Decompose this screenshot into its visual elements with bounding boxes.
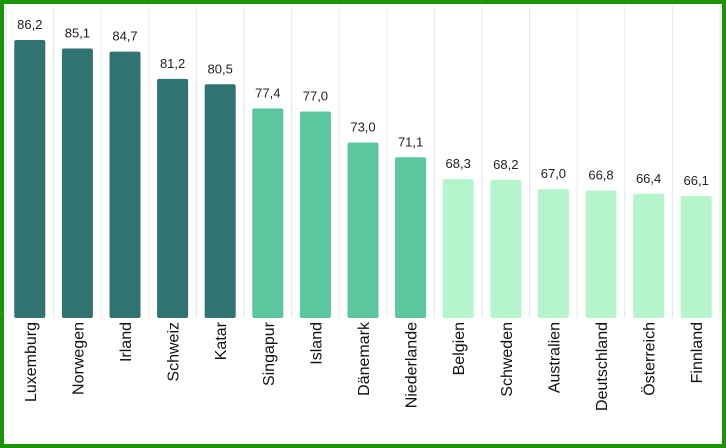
bar [585,190,617,318]
category-label: Singapur [261,321,278,386]
category-label: Norwegen [70,322,87,395]
data-label: 77,0 [303,88,328,103]
data-label: 86,2 [17,17,42,32]
bar [109,51,141,319]
data-label: 81,2 [160,56,185,71]
data-label: 66,4 [636,171,661,186]
data-label: 67,0 [541,166,566,181]
data-label: 85,1 [65,26,90,41]
category-label: Belgien [451,322,468,375]
category-label: Deutschland [594,322,611,411]
data-label: 80,5 [208,61,233,76]
bar [299,111,331,318]
category-label: Dänemark [356,321,373,396]
data-label: 66,1 [684,173,709,188]
data-label: 71,1 [398,134,423,149]
category-label: Irland [118,322,135,362]
data-label: 73,0 [350,120,375,135]
category-label: Luxemburg [23,322,40,402]
bar [442,179,474,318]
category-label: Finnland [689,322,706,383]
data-label: 84,7 [112,29,137,44]
data-label: 68,3 [446,156,471,171]
bar [395,157,427,318]
category-label: Niederlande [404,322,421,408]
category-label: Island [308,322,325,365]
bar [680,196,712,318]
category-label: Katar [213,321,230,360]
bar [61,48,93,318]
bar [157,78,189,318]
data-label: 66,8 [588,168,613,183]
bar [347,142,379,318]
bar [633,193,665,318]
bar [537,189,569,318]
bar [490,179,522,318]
bar [204,84,236,318]
category-label: Schweiz [166,322,183,382]
data-label: 68,2 [493,157,518,172]
bar [14,40,46,318]
category-label: Australien [546,322,563,393]
category-label: Schweden [499,322,516,397]
bar [252,108,284,318]
category-label: Österreich [641,322,659,396]
data-label: 77,4 [255,85,280,100]
